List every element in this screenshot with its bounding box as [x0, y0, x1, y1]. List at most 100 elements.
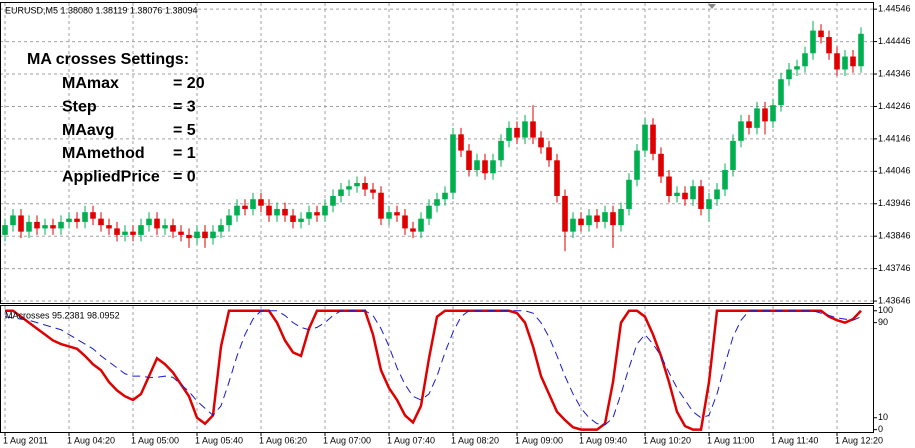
candle-body: [834, 53, 840, 70]
y-tick-label: 1.44146: [878, 133, 911, 143]
setting-value: = 1: [173, 145, 196, 162]
candle-body: [386, 212, 392, 219]
candle-body: [498, 140, 504, 161]
candle-body: [378, 192, 384, 219]
candle-body: [698, 186, 704, 209]
candle-body: [746, 121, 752, 128]
candle-body: [162, 225, 168, 229]
setting-name: AppliedPrice: [62, 168, 160, 185]
candle-body: [394, 212, 400, 216]
candle-body: [58, 221, 64, 229]
candle-body: [66, 218, 72, 222]
candle-body: [322, 205, 328, 216]
candle-body: [50, 225, 56, 229]
candle-body: [762, 108, 768, 122]
candle-body: [642, 124, 648, 151]
chart-title: EURUSD,M5 1.38080 1.38119 1.38076 1.3809…: [5, 5, 197, 15]
candle-body: [586, 215, 592, 226]
x-tick-label: 1 Aug 10:20: [643, 435, 691, 445]
candle-body: [130, 231, 136, 235]
candle-body: [738, 121, 744, 141]
candle-body: [266, 205, 272, 216]
candle-body: [794, 66, 800, 70]
candle-body: [682, 192, 688, 200]
candle-body: [210, 231, 216, 239]
candle-body: [634, 150, 640, 180]
candle-body: [754, 108, 760, 128]
candle-body: [490, 160, 496, 174]
setting-name: MAavg: [62, 122, 114, 139]
candle-body: [434, 199, 440, 206]
candle-body: [154, 218, 160, 229]
candle-body: [106, 225, 112, 229]
y-tick-label: 10: [878, 412, 888, 422]
candle-body: [770, 105, 776, 122]
candle-body: [90, 212, 96, 219]
candle-body: [18, 215, 24, 232]
candle-body: [314, 212, 320, 216]
y-tick-label: 1.44046: [878, 166, 911, 176]
candle-body: [626, 179, 632, 209]
setting-value: = 5: [173, 122, 196, 139]
candle-body: [218, 225, 224, 232]
candle-body: [858, 33, 864, 67]
candle-body: [34, 221, 40, 229]
candle-body: [570, 218, 576, 232]
candle-body: [10, 215, 16, 226]
candle-body: [194, 231, 200, 239]
candle-body: [338, 189, 344, 196]
setting-name: MAmax: [62, 75, 119, 92]
x-tick-label: 1 Aug 09:40: [579, 435, 627, 445]
candle-body: [506, 127, 512, 141]
candle-body: [410, 228, 416, 232]
candle-body: [178, 231, 184, 235]
candle-body: [258, 199, 264, 206]
indicator-title: MAcrosses 95.2381 98.0952: [5, 310, 120, 320]
y-tick-label: 1.44446: [878, 36, 911, 46]
candle-body: [42, 225, 48, 229]
candle-body: [418, 218, 424, 232]
x-tick-label: 1 Aug 07:00: [323, 435, 371, 445]
candle-body: [610, 212, 616, 226]
candle-body: [250, 199, 256, 209]
candle-body: [114, 228, 120, 235]
candle-body: [138, 225, 144, 235]
setting-value: = 3: [173, 99, 196, 116]
setting-name: MAmethod: [62, 145, 145, 162]
x-tick-label: 1 Aug 06:20: [259, 435, 307, 445]
candle-body: [330, 195, 336, 206]
candle-body: [578, 218, 584, 226]
candle-body: [354, 183, 360, 187]
candle-body: [562, 195, 568, 232]
candle-body: [690, 186, 696, 200]
candle-body: [282, 208, 288, 216]
candle-body: [290, 215, 296, 222]
candle-body: [706, 199, 712, 209]
x-tick-label: 1 Aug 12:20: [835, 435, 883, 445]
indicator-line: [4, 310, 862, 426]
candle-body: [122, 231, 128, 235]
candle-body: [362, 183, 368, 190]
candle-body: [458, 134, 464, 151]
shift-marker: [708, 4, 716, 9]
setting-value: = 20: [173, 75, 205, 92]
candle-body: [242, 205, 248, 209]
candle-body: [546, 147, 552, 161]
y-tick-label: 1.44246: [878, 101, 911, 111]
candle-body: [514, 127, 520, 138]
candle-body: [2, 225, 8, 235]
y-tick-label: 1.43646: [878, 295, 911, 305]
candle-body: [666, 176, 672, 196]
y-tick-label: 1.43846: [878, 231, 911, 241]
x-tick-label: 1 Aug 05:40: [195, 435, 243, 445]
candle-body: [594, 215, 600, 222]
y-tick-label: 100: [878, 305, 893, 315]
candle-body: [98, 218, 104, 226]
candle-body: [306, 212, 312, 219]
candle-body: [226, 215, 232, 226]
candle-body: [234, 205, 240, 216]
candle-body: [714, 189, 720, 200]
candle-body: [170, 225, 176, 232]
